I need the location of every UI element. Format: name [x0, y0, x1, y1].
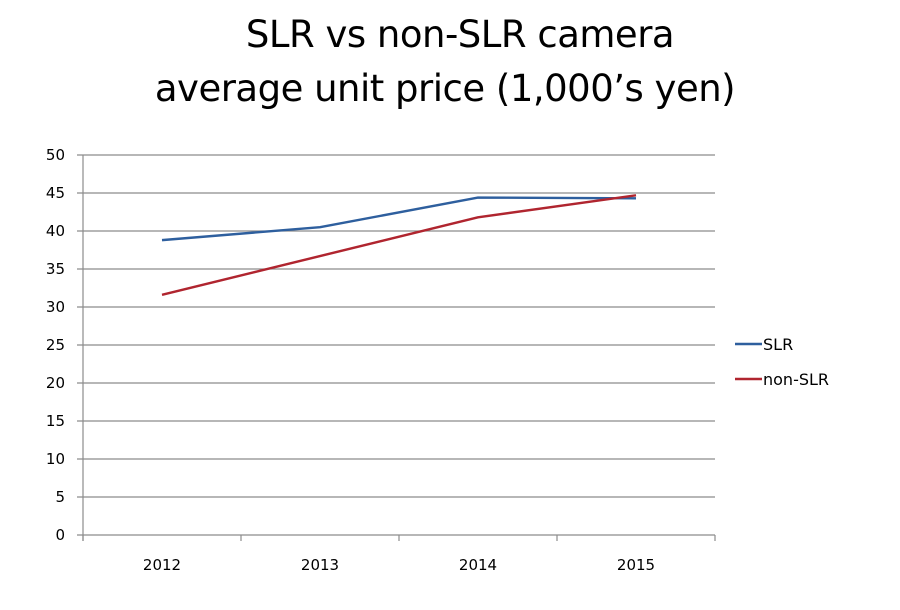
y-tick-label: 30 — [46, 298, 65, 316]
y-tick-labels: 0 5 10 15 20 25 30 35 40 45 50 — [46, 146, 65, 544]
y-tick-label: 20 — [46, 374, 65, 392]
y-tick-label: 0 — [55, 526, 65, 544]
series-lines — [161, 194, 637, 297]
x-tick-label: 2013 — [301, 556, 339, 574]
x-tick-label: 2014 — [459, 556, 497, 574]
y-tick-label: 45 — [46, 184, 65, 202]
y-tick-label: 35 — [46, 260, 65, 278]
y-tick-label: 50 — [46, 146, 65, 164]
x-tick-labels: 2012 2013 2014 2015 — [143, 556, 655, 574]
y-tick-label: 25 — [46, 336, 65, 354]
chart-title: SLR vs non-SLR camera average unit price… — [0, 8, 900, 116]
axes — [82, 155, 716, 541]
legend-label: SLR — [763, 335, 793, 354]
y-tick-label: 40 — [46, 222, 65, 240]
title-line-2: average unit price (1,000’s yen) — [154, 67, 736, 110]
series-line-non-slr — [161, 194, 637, 297]
y-tick-label: 10 — [46, 450, 65, 468]
y-tick-label: 15 — [46, 412, 65, 430]
gridlines — [77, 154, 715, 536]
title-line-1: SLR vs non-SLR camera — [245, 13, 675, 56]
y-tick-label: 5 — [55, 488, 65, 506]
legend: SLR non-SLR — [735, 335, 829, 389]
x-tick-label: 2012 — [143, 556, 181, 574]
x-tick-label: 2015 — [617, 556, 655, 574]
legend-label: non-SLR — [763, 370, 829, 389]
series-line-slr — [161, 196, 637, 242]
